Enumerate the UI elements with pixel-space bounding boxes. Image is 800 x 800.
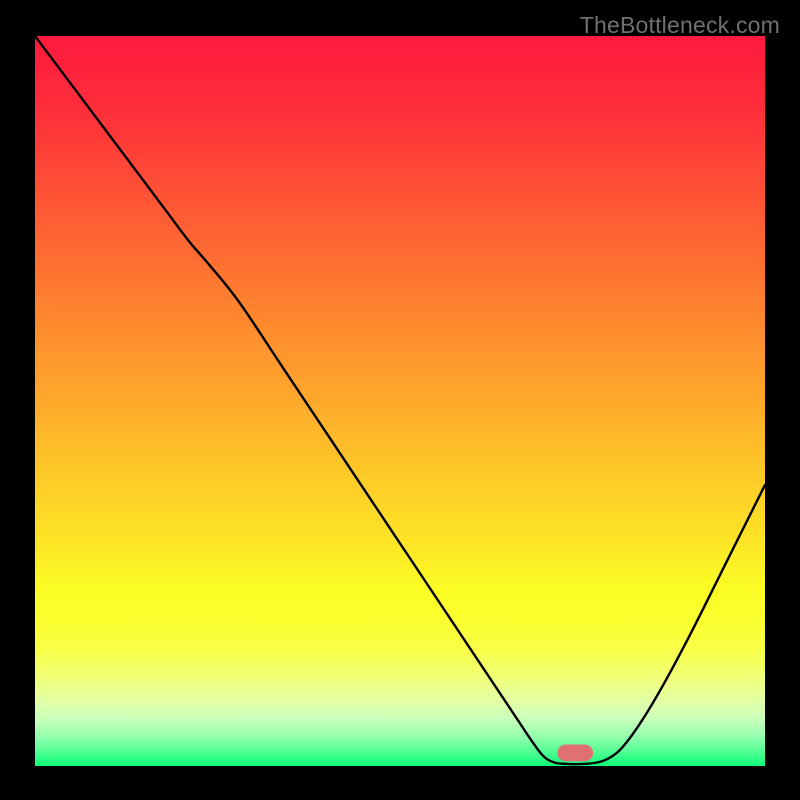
chart-frame: TheBottleneck.com	[0, 0, 800, 800]
optimal-marker	[557, 744, 593, 761]
watermark-text: TheBottleneck.com	[580, 12, 780, 39]
chart-background	[35, 36, 765, 766]
bottleneck-chart	[35, 36, 765, 766]
